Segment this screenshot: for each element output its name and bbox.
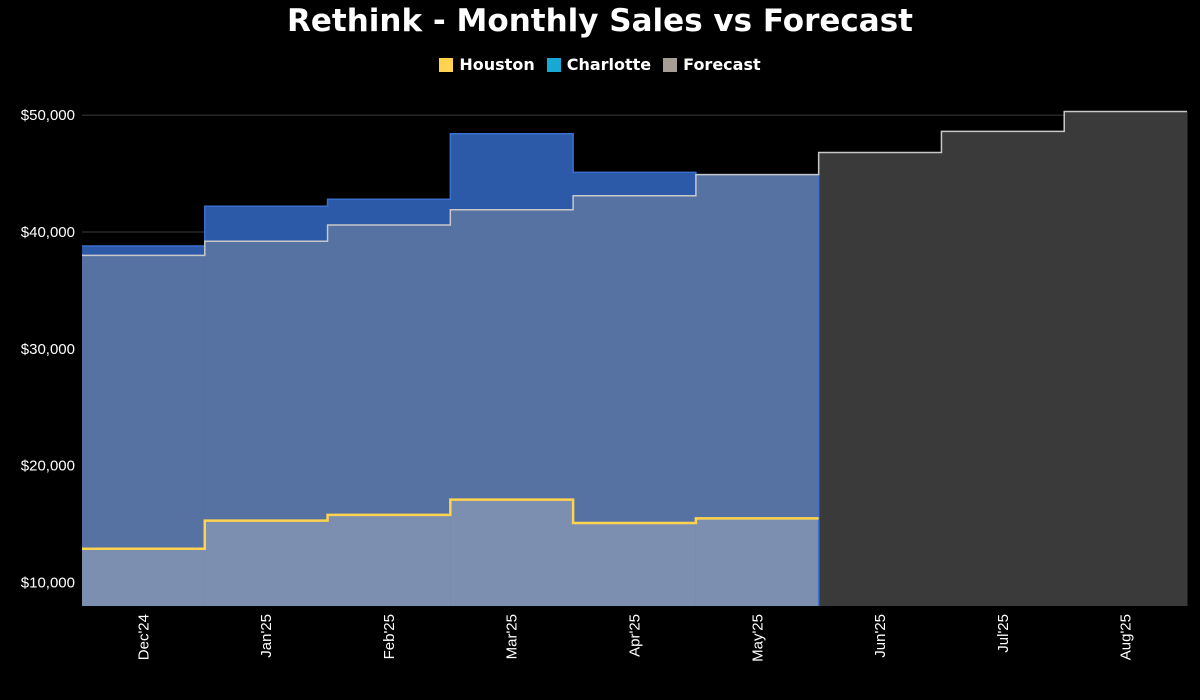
x-tick-label: Feb'25 (381, 614, 398, 659)
x-tick-label: Mar'25 (504, 614, 521, 659)
charlotte-area-segment (204, 206, 329, 607)
y-tick-label: $30,000 (21, 341, 75, 358)
x-axis-ticks: Dec'24 Jan'25 Feb'25 Mar'25 Apr'25 May'25 Jun'… (135, 614, 1134, 662)
houston-line (82, 498, 819, 550)
houston-area-segment (82, 548, 206, 606)
x-tick-label: May'25 (749, 614, 766, 662)
forecast-overlay-segment (573, 195, 697, 606)
legend-swatch-charlotte (546, 58, 561, 72)
series-areas (82, 111, 1188, 607)
y-axis-ticks: $10,000 $20,000 $30,000 $40,000 $50,000 (21, 107, 75, 592)
x-tick-label: Jun'25 (872, 614, 889, 658)
y-tick-label: $50,000 (21, 107, 75, 124)
houston-area-segment (204, 520, 329, 606)
y-tick-label: $10,000 (21, 575, 75, 592)
forecast-overlay-segment (695, 174, 820, 606)
legend-item-forecast[interactable]: Forecast (663, 55, 761, 75)
y-tick-label: $20,000 (21, 458, 75, 475)
charlotte-area-segment (695, 174, 820, 606)
legend-item-charlotte[interactable]: Charlotte (546, 55, 652, 75)
y-tick-label: $40,000 (21, 224, 75, 241)
charlotte-area-segment (450, 133, 574, 606)
charlotte-area-segment (327, 199, 451, 606)
forecast-overlay-segment (327, 224, 451, 607)
legend-swatch-houston (439, 58, 454, 72)
charlotte-area-segment (82, 245, 206, 606)
forecast-overlay-segment (450, 209, 574, 606)
x-tick-label: Jul'25 (995, 614, 1012, 653)
charlotte-area-segment (573, 172, 697, 606)
x-tick-label: Apr'25 (627, 614, 644, 657)
legend-label-forecast: Forecast (683, 55, 761, 74)
chart-title: Rethink - Monthly Sales vs Forecast (287, 3, 913, 39)
forecast-area-segment (941, 131, 1065, 607)
legend-item-houston[interactable]: Houston (439, 55, 535, 75)
forecast-overlay-segment (204, 241, 329, 606)
charlotte-line (82, 133, 819, 247)
x-tick-label: Aug'25 (1118, 614, 1135, 660)
houston-area-segment (573, 523, 697, 606)
series-lines (82, 110, 1187, 606)
legend-label-houston: Houston (459, 55, 535, 74)
legend: Houston Charlotte Forecast (0, 55, 1200, 75)
forecast-line (82, 110, 1187, 257)
forecast-area-segment (1064, 111, 1188, 606)
houston-area-segment (327, 514, 451, 606)
houston-area-segment (450, 499, 574, 606)
x-tick-label: Dec'24 (135, 614, 152, 660)
houston-area-segment (695, 518, 820, 606)
x-tick-label: Jan'25 (258, 614, 275, 658)
legend-label-charlotte: Charlotte (566, 55, 652, 74)
legend-swatch-forecast (663, 58, 678, 72)
forecast-area-segment (818, 152, 942, 606)
